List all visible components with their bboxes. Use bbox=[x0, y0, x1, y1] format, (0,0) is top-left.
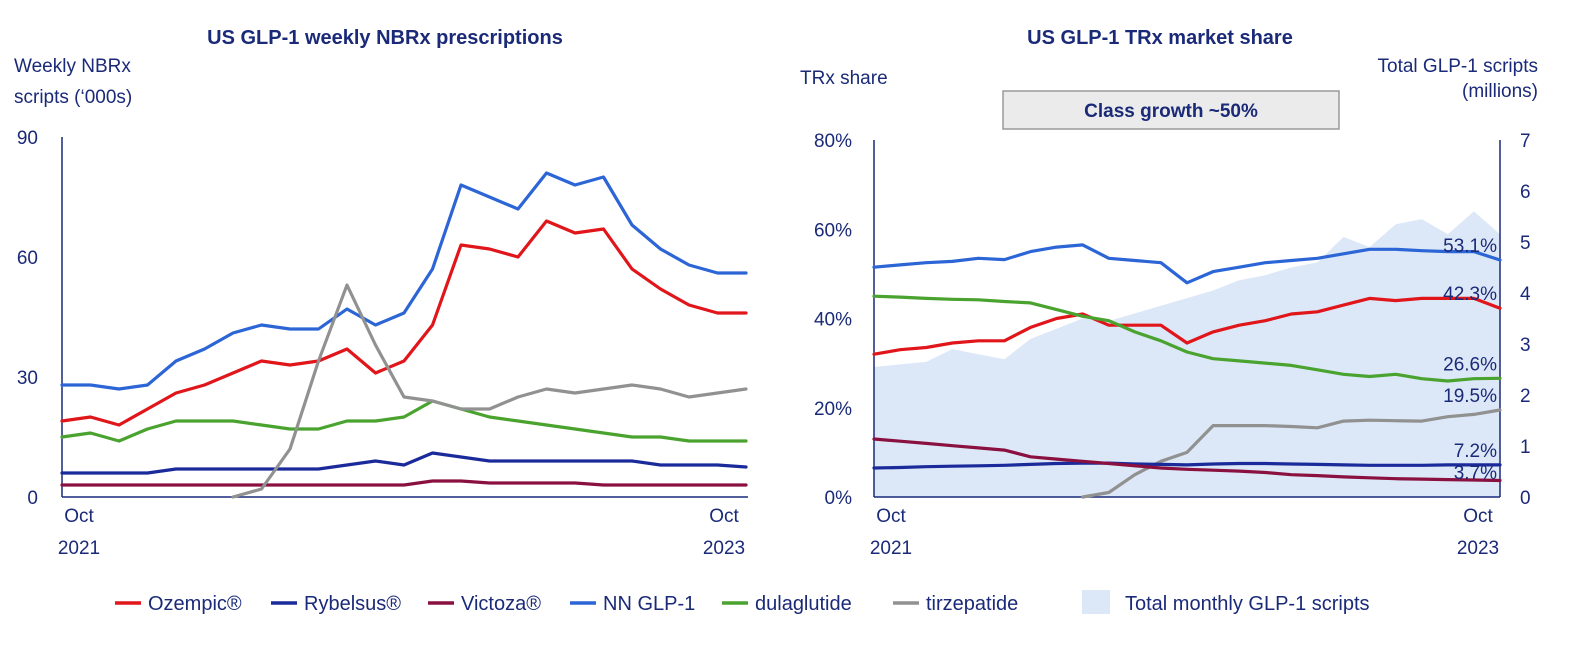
right-y-tick-right-label: 6 bbox=[1520, 182, 1531, 203]
legend-label: dulaglutide bbox=[755, 593, 852, 615]
right-x-tick-end-top: Oct bbox=[1463, 506, 1493, 527]
end-label-tirzepatide: 19.5% bbox=[1443, 386, 1497, 407]
left-series-dulaglutide bbox=[60, 399, 748, 443]
right-y-tick-left-label: 0% bbox=[825, 488, 853, 509]
right-chart-title: US GLP-1 TRx market share bbox=[1027, 27, 1293, 49]
right-y-tick-right-label: 4 bbox=[1520, 284, 1531, 305]
right-y-axis-left-label: TRx share bbox=[800, 68, 888, 89]
legend-item-rybelsus: Rybelsus® bbox=[271, 593, 401, 615]
legend-item-victoza: Victoza® bbox=[428, 593, 541, 615]
right-y-axis-right-label-line1: Total GLP-1 scripts bbox=[1378, 56, 1539, 77]
legend-item-tirzepatide: tirzepatide bbox=[893, 593, 1018, 615]
legend-item-dulaglutide: dulaglutide bbox=[722, 593, 852, 615]
left-chart-title: US GLP-1 weekly NBRx prescriptions bbox=[207, 27, 563, 49]
right-end-labels: 53.1% 42.3% 26.6% 19.5% 7.2%3.7% bbox=[1443, 236, 1497, 484]
legend-label: Rybelsus® bbox=[304, 593, 401, 615]
left-series-tirzepatide bbox=[231, 283, 748, 499]
right-chart: US GLP-1 TRx market share TRx share Tota… bbox=[800, 27, 1538, 559]
right-y-tick-right-label: 3 bbox=[1520, 335, 1531, 356]
legend-label: tirzepatide bbox=[926, 593, 1018, 615]
right-y-tick-right-label: 0 bbox=[1520, 488, 1531, 509]
end-label-dulaglutide: 26.6% bbox=[1443, 354, 1497, 375]
right-y-tick-right-label: 7 bbox=[1520, 131, 1531, 152]
right-series-ozempic bbox=[872, 296, 1502, 356]
left-x-tick-end-top: Oct bbox=[709, 506, 739, 527]
end-label-nn-glp-1: 53.1% bbox=[1443, 236, 1497, 257]
legend-item-nn-glp-1: NN GLP-1 bbox=[570, 593, 695, 615]
right-series-rybelsus bbox=[872, 461, 1502, 470]
left-x-tick-start-bottom: 2021 bbox=[58, 538, 100, 559]
right-series-lines bbox=[872, 243, 1502, 499]
class-growth-box bbox=[1002, 90, 1340, 130]
left-series-nn-glp-1 bbox=[60, 171, 748, 391]
right-y-tick-right-label: 2 bbox=[1520, 386, 1531, 407]
left-series-rybelsus bbox=[60, 451, 748, 475]
left-series-victoza bbox=[60, 479, 748, 487]
legend-item-total-monthly-glp-1-scripts: Total monthly GLP-1 scripts bbox=[1082, 590, 1370, 615]
left-y-tick-label: 0 bbox=[27, 488, 38, 509]
legend: Ozempic® Rybelsus® Victoza® NN GLP-1 dulaglu… bbox=[115, 590, 1370, 615]
legend-label: Victoza® bbox=[461, 593, 541, 615]
right-series-victoza bbox=[872, 437, 1502, 483]
left-chart: US GLP-1 weekly NBRx prescriptions Weekl… bbox=[14, 27, 748, 559]
legend-item-ozempic: Ozempic® bbox=[115, 593, 242, 615]
left-series-ozempic bbox=[60, 219, 748, 427]
right-series-dulaglutide bbox=[872, 294, 1502, 383]
right-y-ticks-left: 0% 20% 40% 60% 80% bbox=[814, 131, 852, 509]
left-y-tick-label: 90 bbox=[17, 128, 38, 149]
right-y-tick-left-label: 40% bbox=[814, 310, 852, 331]
right-x-tick-start-bottom: 2021 bbox=[870, 538, 912, 559]
legend-label: Total monthly GLP-1 scripts bbox=[1125, 593, 1370, 615]
right-y-tick-left-label: 60% bbox=[814, 220, 852, 241]
right-y-tick-left-label: 20% bbox=[814, 399, 852, 420]
left-x-tick-start-top: Oct bbox=[64, 506, 94, 527]
legend-label: Ozempic® bbox=[148, 593, 242, 615]
left-y-axis-label-line1: Weekly NBRx bbox=[14, 56, 131, 77]
right-y-tick-right-label: 1 bbox=[1520, 437, 1531, 458]
legend-label: NN GLP-1 bbox=[603, 593, 695, 615]
left-series-lines bbox=[60, 171, 748, 499]
class-growth-label: Class growth ~50% bbox=[1084, 101, 1258, 122]
total-scripts-area bbox=[874, 211, 1500, 497]
left-y-axis-label-line2: scripts (‘000s) bbox=[14, 87, 132, 108]
left-y-ticks: 0 30 60 90 bbox=[17, 128, 38, 509]
right-x-tick-start-top: Oct bbox=[876, 506, 906, 527]
end-label-victoza: 3.7% bbox=[1454, 463, 1497, 484]
end-label-ozempic: 42.3% bbox=[1443, 284, 1497, 305]
right-y-tick-right-label: 5 bbox=[1520, 233, 1531, 254]
right-x-tick-end-bottom: 2023 bbox=[1457, 538, 1499, 559]
right-y-tick-left-label: 80% bbox=[814, 131, 852, 152]
total-scripts-area-group bbox=[874, 211, 1500, 497]
right-y-axis-right-label-line2: (millions) bbox=[1462, 81, 1538, 102]
end-label-rybelsus: 7.2% bbox=[1454, 441, 1497, 462]
right-series-nn-glp-1 bbox=[872, 243, 1502, 285]
left-y-tick-label: 30 bbox=[17, 368, 38, 389]
left-y-tick-label: 60 bbox=[17, 248, 38, 269]
right-y-ticks-right: 0 1 2 3 4 5 6 7 bbox=[1520, 131, 1531, 509]
legend-swatch bbox=[1082, 590, 1110, 614]
left-x-tick-end-bottom: 2023 bbox=[703, 538, 745, 559]
